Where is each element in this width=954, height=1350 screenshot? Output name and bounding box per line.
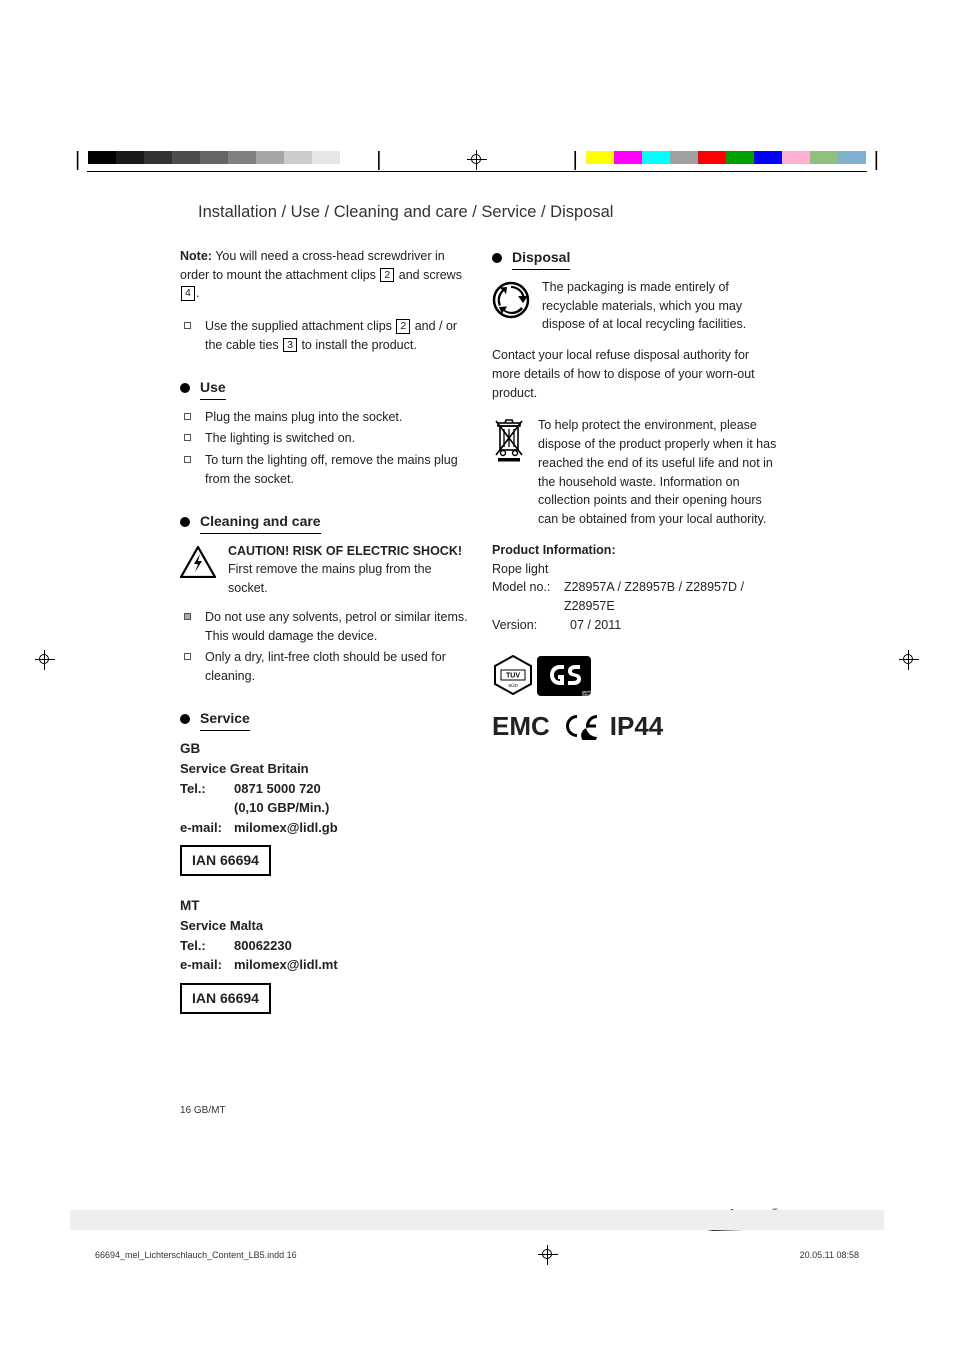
electric-shock-icon [180,546,216,598]
list-item: Only a dry, lint-free cloth should be us… [180,648,468,686]
right-column: Disposal The packaging is made entirely … [492,247,780,1014]
bullet-dot-icon [180,517,190,527]
color-swatches: | | [573,148,879,172]
bottom-bar [70,1210,884,1230]
cleaning-heading: Cleaning and care [180,511,468,534]
color-swatch [614,151,642,164]
service-heading: Service [180,708,468,731]
ip-rating: IP44 [610,707,664,746]
ian-box-gb: IAN 66694 [180,845,271,876]
bullet-icon [184,613,191,620]
service-gb: GB Service Great Britain Tel.:0871 5000 … [180,739,468,876]
gs-icon: geprüfte Sicherheit [536,653,592,697]
service-rate: (0,10 GBP/Min.) [180,798,468,818]
emc-label: EMC [492,707,550,746]
weee-info: To help protect the environment, please … [492,416,780,529]
ian-box-mt: IAN 66694 [180,983,271,1014]
disposal-heading: Disposal [492,247,780,270]
note-paragraph: Note: You will need a cross-head screwdr… [180,247,468,303]
disposal-contact-text: Contact your local refuse disposal autho… [492,346,780,402]
tuv-icon: TUV SÜD [492,655,534,695]
emc-ce-ip-row: EMC IP44 [492,707,780,746]
color-swatch [782,151,810,164]
list-item: To turn the lighting off, remove the mai… [180,451,468,489]
weee-text: To help protect the environment, please … [538,416,780,529]
breadcrumb: Installation / Use / Cleaning and care /… [198,200,780,225]
bullet-dot-icon [492,253,502,263]
caution-block: CAUTION! RISK OF ELECTRIC SHOCK! First r… [180,542,468,598]
service-country-mt: MT [180,896,468,916]
color-swatch [586,151,614,164]
color-swatch [810,151,838,164]
install-list-item: Use the supplied attachment clips 2 and … [180,317,468,355]
svg-text:TUV: TUV [506,672,520,679]
svg-text:Sicherheit: Sicherheit [582,693,592,697]
product-info-title: Product Information: [492,541,780,560]
page-content: Installation / Use / Cleaning and care /… [180,200,780,1100]
bullet-icon [184,653,191,660]
print-marks-top: | | | | [0,150,954,170]
color-swatch [698,151,726,164]
service-tel: Tel.:0871 5000 720 [180,779,468,799]
service-name: Service Malta [180,916,468,936]
gray-swatch [200,151,228,164]
list-item: Do not use any solvents, petrol or simil… [180,608,468,646]
gray-swatch [116,151,144,164]
service-country-gb: GB [180,739,468,759]
product-version: Version: 07 / 2011 [492,616,780,635]
list-item: The lighting is switched on. [180,429,468,448]
product-info: Product Information: Rope light Model no… [492,541,780,635]
gray-swatch [340,151,368,164]
bullet-icon [184,434,191,441]
color-swatch [754,151,782,164]
registration-mark-left [35,650,55,670]
bullet-icon [184,322,191,329]
footer-date: 20.05.11 08:58 [800,1250,859,1260]
recycle-info: The packaging is made entirely of recycl… [492,278,780,334]
color-swatch [726,151,754,164]
gray-swatch [284,151,312,164]
registration-mark-top [467,150,487,170]
product-name: Rope light [492,560,780,579]
service-name: Service Great Britain [180,759,468,779]
gray-swatch [228,151,256,164]
footer-file: 66694_mel_Lichterschlauch_Content_LB5.in… [95,1250,297,1260]
gray-swatch [312,151,340,164]
product-model: Model no.: Z28957A / Z28957B / Z28957D /… [492,578,780,616]
left-column: Note: You will need a cross-head screwdr… [180,247,468,1014]
svg-text:SÜD: SÜD [508,682,518,688]
recycle-text: The packaging is made entirely of recycl… [542,278,780,334]
registration-mark-right [899,650,919,670]
service-mt: MT Service Malta Tel.:80062230 e-mail:mi… [180,896,468,1014]
list-item: Plug the mains plug into the socket. [180,408,468,427]
service-email: e-mail:milomex@lidl.mt [180,955,468,975]
gray-swatch [172,151,200,164]
gray-swatch [256,151,284,164]
recycle-icon [492,281,530,334]
use-heading: Use [180,377,468,400]
ce-icon [560,712,600,740]
certification-marks: TUV SÜD geprüfte Sicherheit [492,653,780,697]
bullet-dot-icon [180,383,190,393]
bullet-dot-icon [180,714,190,724]
color-swatch [642,151,670,164]
color-swatch [838,151,866,164]
print-footer: 66694_mel_Lichterschlauch_Content_LB5.in… [95,1245,859,1265]
gray-swatch [88,151,116,164]
gray-swatch [144,151,172,164]
color-swatch [670,151,698,164]
bullet-icon [184,413,191,420]
registration-mark-bottom [538,1245,558,1265]
service-tel: Tel.:80062230 [180,936,468,956]
service-email: e-mail:milomex@lidl.gb [180,818,468,838]
crossed-bin-icon [492,419,526,529]
grayscale-swatches: | | [75,148,381,172]
bullet-icon [184,456,191,463]
page-number: 16 GB/MT [180,1103,226,1118]
